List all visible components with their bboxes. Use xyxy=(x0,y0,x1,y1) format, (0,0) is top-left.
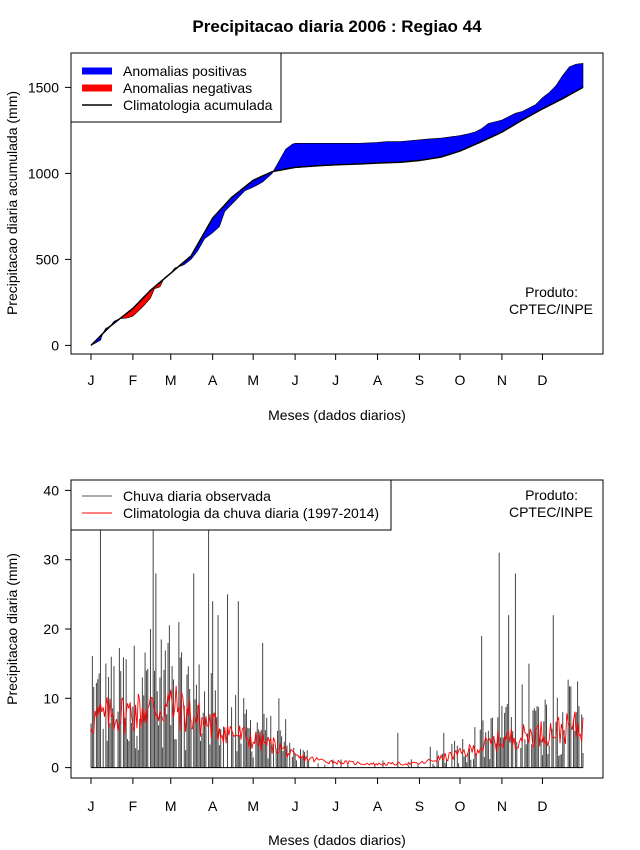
x-tick-label: A xyxy=(373,372,383,388)
y-tick-label: 20 xyxy=(43,621,59,637)
daily-product-source: CPTEC/INPE xyxy=(509,504,593,520)
cumulative-plot-frame xyxy=(70,52,604,355)
x-tick-label: J xyxy=(332,798,339,814)
daily-legend: Chuva diaria observada Climatologia da c… xyxy=(70,479,392,531)
cumulative-y-axis-label: Precipitacao diaria acumulada (mm) xyxy=(4,91,20,315)
x-tick-label: D xyxy=(537,798,547,814)
daily-axes: 0 10 20 30 40 J F M A M J J A S O N D xyxy=(43,482,547,814)
climatology-cumulative-line xyxy=(90,86,584,346)
x-tick-label: N xyxy=(497,372,507,388)
x-tick-label: N xyxy=(497,798,507,814)
cumulative-legend: Anomalias positivas Anomalias negativas … xyxy=(70,52,282,123)
x-tick-label: D xyxy=(537,372,547,388)
chart-title: Precipitacao diaria 2006 : Regiao 44 xyxy=(192,17,482,36)
legend-label-daily-climatology: Climatologia da chuva diaria (1997-2014) xyxy=(123,505,379,521)
daily-product-label: Produto: xyxy=(525,487,578,503)
x-tick-label: O xyxy=(455,372,466,388)
y-tick-label: 500 xyxy=(36,251,60,267)
x-tick-label: M xyxy=(165,372,177,388)
cumulative-plot-area xyxy=(90,62,584,346)
y-tick-label: 10 xyxy=(43,690,59,706)
y-tick-label: 0 xyxy=(51,337,59,353)
cumulative-product-label: Produto: xyxy=(525,284,578,300)
x-tick-label: M xyxy=(165,798,177,814)
y-tick-label: 1000 xyxy=(28,165,59,181)
x-tick-label: M xyxy=(247,798,259,814)
y-tick-label: 1500 xyxy=(28,79,59,95)
x-tick-label: F xyxy=(129,798,138,814)
cumulative-product-source: CPTEC/INPE xyxy=(509,301,593,317)
x-tick-label: S xyxy=(415,798,424,814)
x-tick-label: J xyxy=(88,372,95,388)
legend-label-observed: Chuva diaria observada xyxy=(123,488,271,504)
y-tick-label: 0 xyxy=(51,760,59,776)
x-tick-label: J xyxy=(88,798,95,814)
x-tick-label: J xyxy=(332,372,339,388)
x-tick-label: J xyxy=(292,372,299,388)
x-tick-label: A xyxy=(208,372,218,388)
daily-panel: 0 10 20 30 40 J F M A M J J A S O N D Meses (dados diari… xyxy=(4,479,604,848)
y-tick-label: 30 xyxy=(43,552,59,568)
x-tick-label: A xyxy=(208,798,218,814)
x-tick-label: O xyxy=(455,798,466,814)
daily-climatology-line xyxy=(90,685,584,767)
cumulative-x-axis-label: Meses (dados diarios) xyxy=(268,407,406,423)
x-tick-label: A xyxy=(373,798,383,814)
x-tick-label: J xyxy=(292,798,299,814)
legend-label-negative: Anomalias negativas xyxy=(123,80,252,96)
legend-label-climatology: Climatologia acumulada xyxy=(123,97,273,113)
cumulative-panel: 0 500 1000 1500 J F M A M J J A S O N D Meses (dados di… xyxy=(4,52,604,423)
daily-x-axis-label: Meses (dados diarios) xyxy=(268,832,406,848)
x-tick-label: S xyxy=(415,372,424,388)
x-tick-label: F xyxy=(129,372,138,388)
x-tick-label: M xyxy=(247,372,259,388)
y-tick-label: 40 xyxy=(43,482,59,498)
cumulative-axes: 0 500 1000 1500 J F M A M J J A S O N D xyxy=(28,79,548,388)
daily-plot-area xyxy=(90,525,584,769)
legend-label-positive: Anomalias positivas xyxy=(123,63,247,79)
daily-legend-box xyxy=(70,479,392,531)
daily-y-axis-label: Precipitacao diaria (mm) xyxy=(4,553,20,705)
